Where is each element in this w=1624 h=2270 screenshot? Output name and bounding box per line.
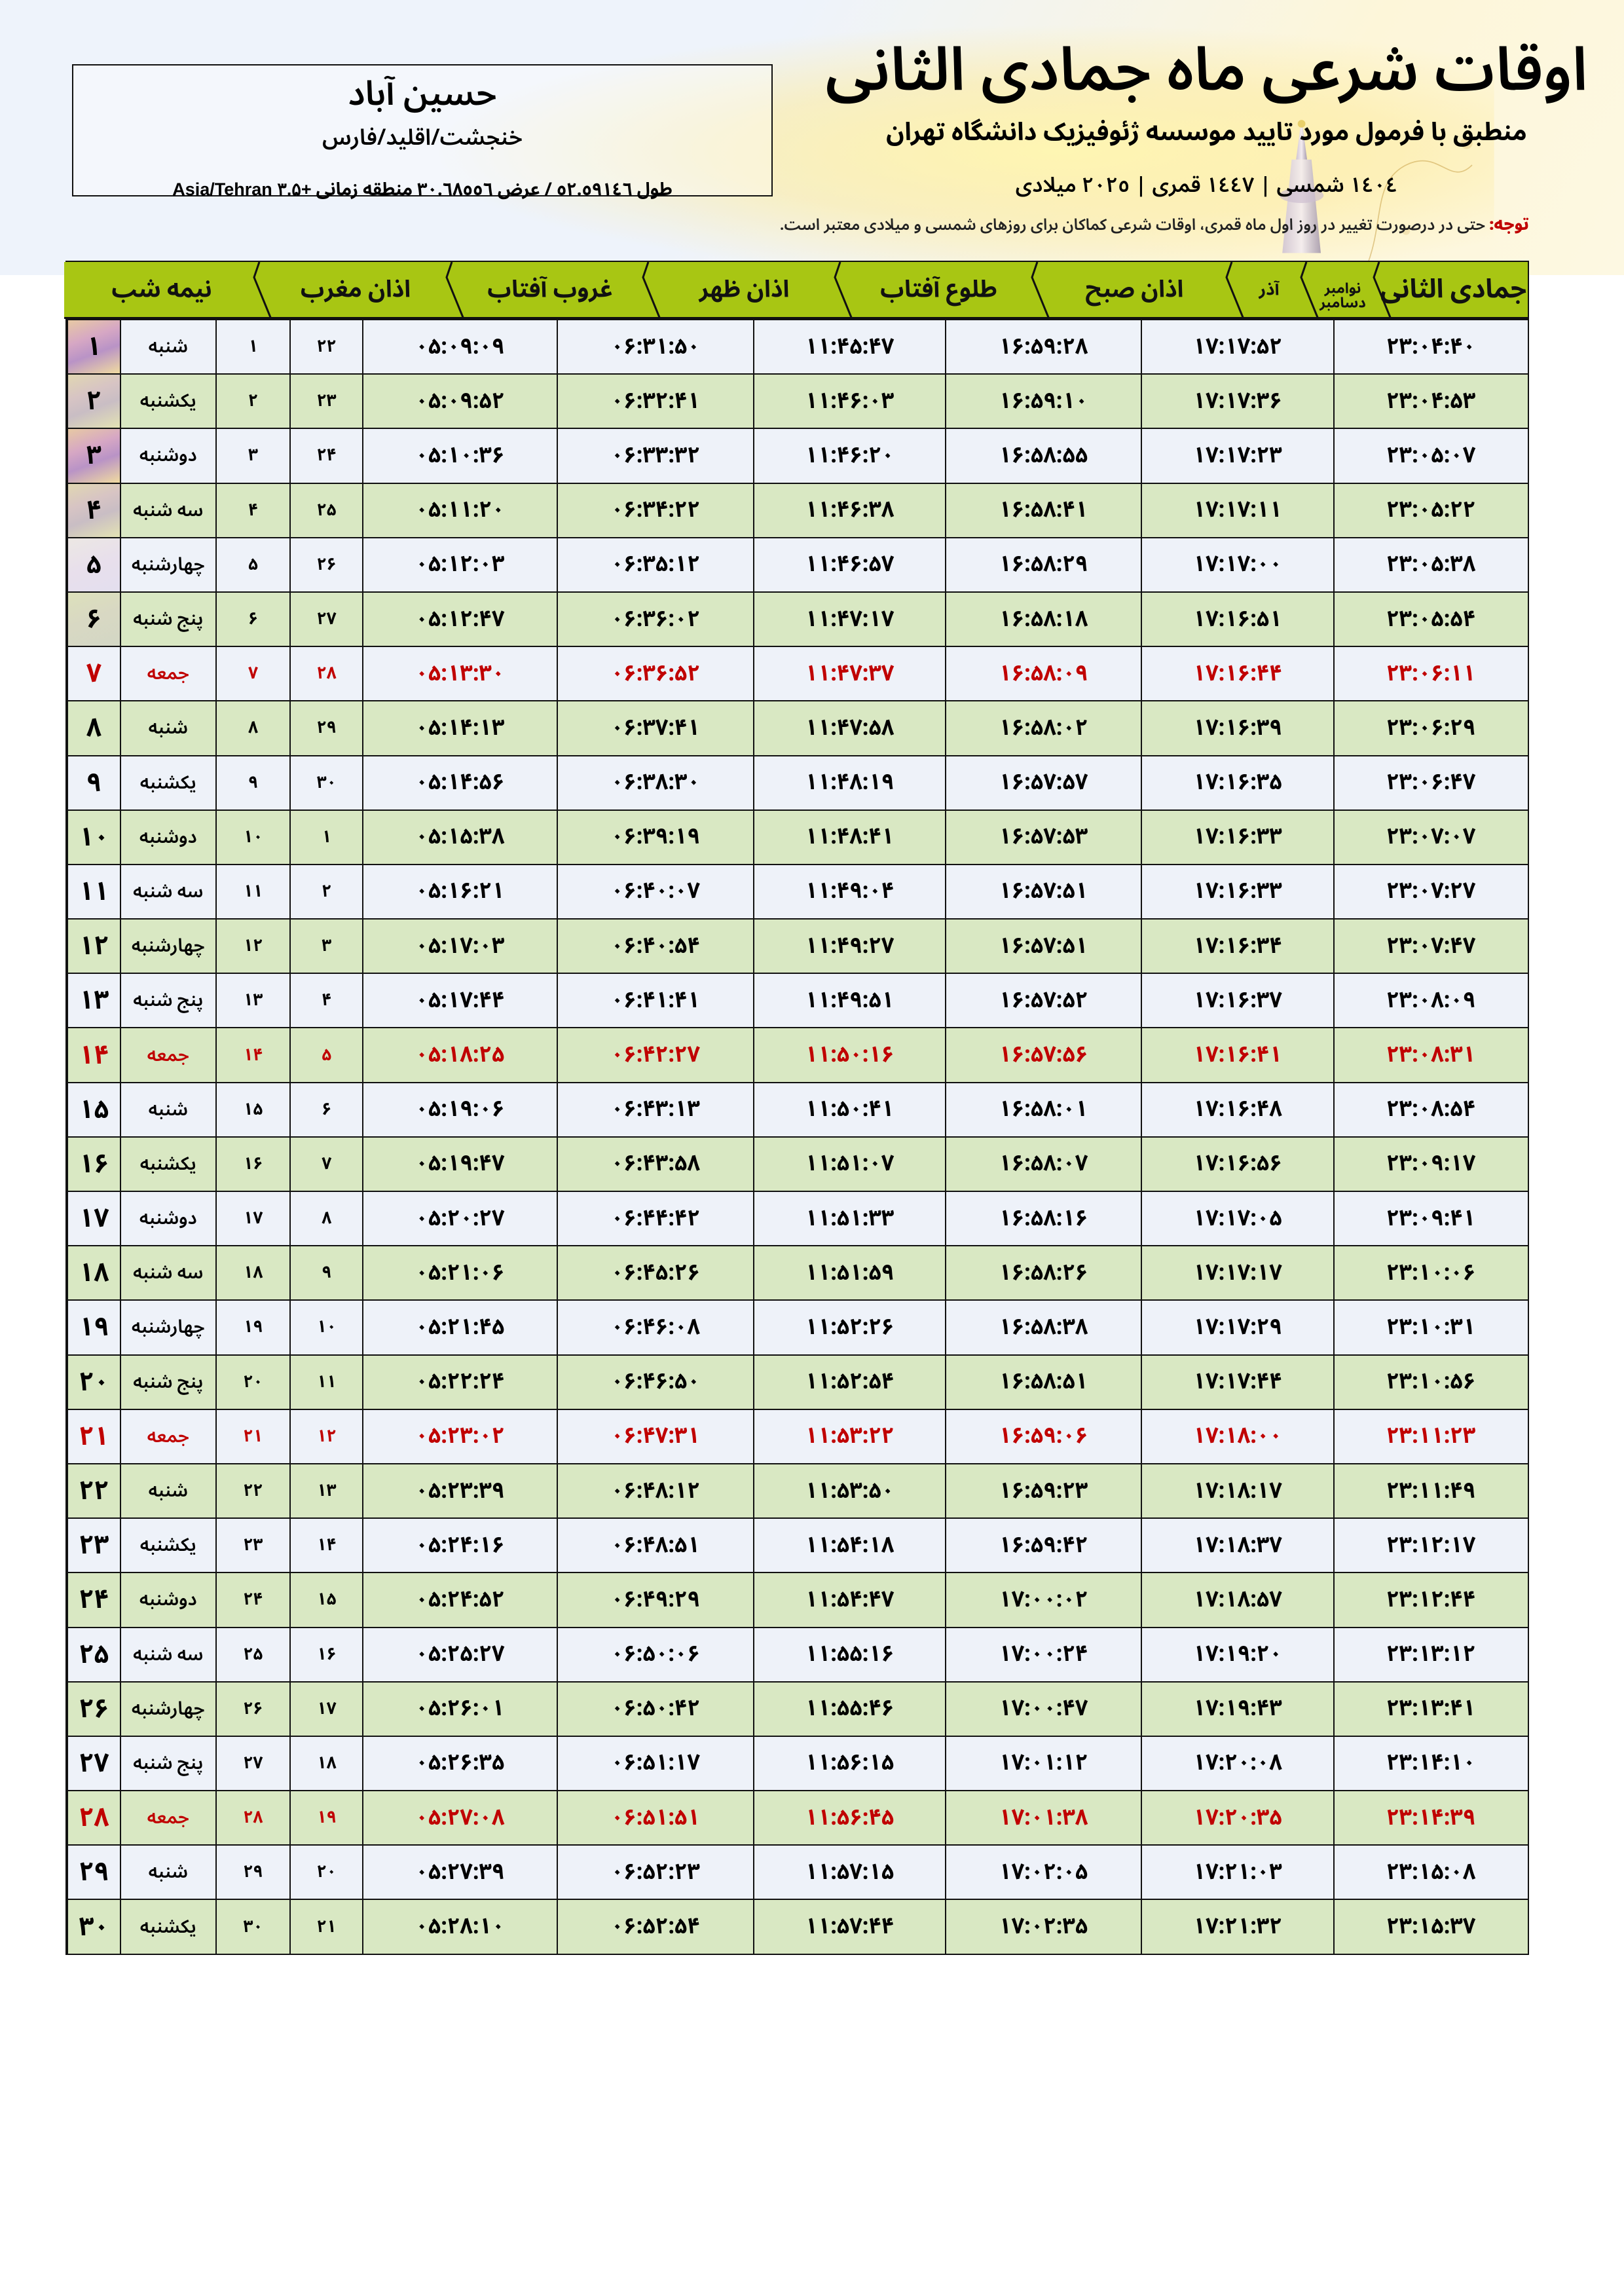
svg-text:جمادی الثانی: جمادی الثانی (1380, 262, 1526, 317)
svg-text:اذان ظهر: اذان ظهر (698, 265, 790, 314)
svg-text:آذر: آذر (1258, 272, 1280, 308)
svg-text:غروب آفتاب: غروب آفتاب (487, 265, 612, 314)
svg-text:دسامبر: دسامبر (1319, 288, 1365, 318)
svg-text:نیمه شب: نیمه شب (111, 265, 212, 314)
svg-text:طلوع آفتاب: طلوع آفتاب (880, 265, 997, 314)
svg-text:اذان مغرب: اذان مغرب (301, 265, 411, 314)
svg-text:اذان صبح: اذان صبح (1086, 265, 1184, 314)
